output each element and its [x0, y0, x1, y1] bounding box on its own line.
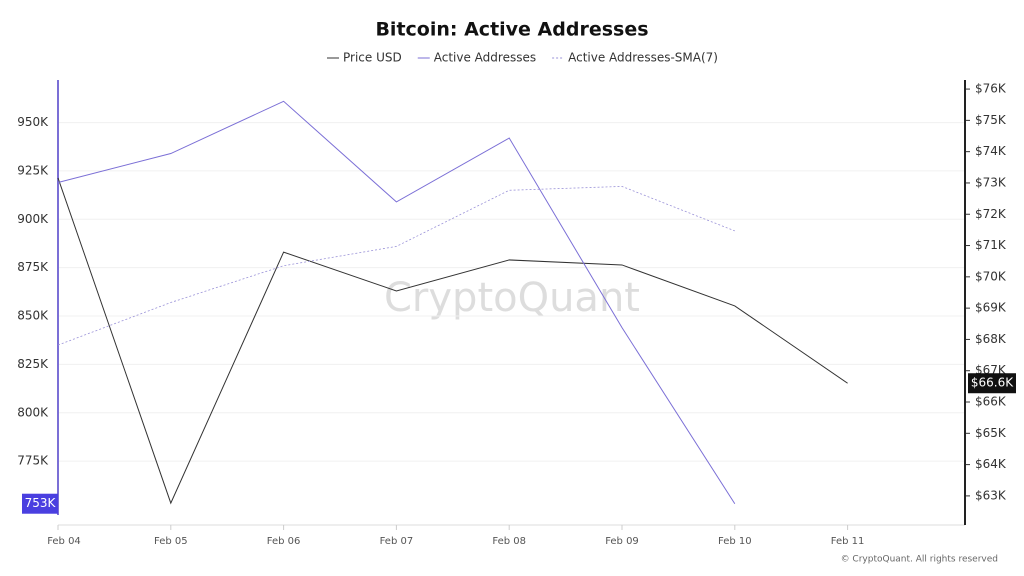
y-tick-label: 825K — [17, 357, 49, 371]
y2-tick-label: $64K — [975, 457, 1007, 471]
y2-tick-label: $63K — [975, 488, 1007, 502]
x-tick-label: Feb 08 — [492, 536, 526, 547]
y2-tick-label: $75K — [975, 113, 1007, 127]
series-line — [57, 186, 735, 346]
legend-label: Price USD — [343, 51, 402, 65]
legend-label: Active Addresses — [434, 51, 536, 65]
y-tick-label: 775K — [17, 454, 49, 468]
y-tick-label: 950K — [17, 115, 49, 129]
chart-title: Bitcoin: Active Addresses — [375, 19, 648, 41]
value-badge: $66.6K — [968, 373, 1016, 394]
y2-tick-label: $76K — [975, 82, 1007, 96]
footer: © CryptoQuant. All rights reserved — [841, 555, 998, 565]
x-tick-label: Feb 05 — [154, 536, 188, 547]
badge-bg — [22, 493, 58, 514]
badge-bg — [968, 373, 1016, 394]
x-tick-label: Feb 11 — [831, 536, 865, 547]
x-tick-label: Feb 07 — [380, 536, 414, 547]
y-tick-label: 800K — [17, 405, 49, 419]
y2-tick-label: $74K — [975, 144, 1007, 158]
value-label: 753K — [25, 496, 57, 510]
y2-tick-label: $71K — [975, 238, 1007, 252]
series-line — [57, 177, 848, 505]
y2-tick-label: $69K — [975, 301, 1007, 315]
watermark: CryptoQuant — [384, 275, 640, 321]
value-badge: 753K — [22, 493, 58, 514]
y2-tick-label: $73K — [975, 175, 1007, 189]
legend-label: Active Addresses-SMA(7) — [568, 51, 718, 65]
x-tick-label: Feb 10 — [718, 536, 752, 547]
y2-tick-label: $66K — [975, 395, 1007, 409]
y2-tick-label: $68K — [975, 332, 1007, 346]
x-tick-label: Feb 06 — [267, 536, 301, 547]
y-tick-label: 925K — [17, 163, 49, 177]
y2-tick-label: $70K — [975, 269, 1007, 283]
y-tick-label: 900K — [17, 212, 49, 226]
y2-tick-label: $65K — [975, 426, 1007, 440]
y2-tick-label: $72K — [975, 207, 1007, 221]
value-label: $66.6K — [971, 376, 1014, 390]
x-tick-label: Feb 04 — [47, 536, 81, 547]
y-tick-label: 875K — [17, 260, 49, 274]
series-line — [57, 100, 736, 504]
x-tick-label: Feb 09 — [605, 536, 639, 547]
y-tick-label: 850K — [17, 309, 49, 323]
